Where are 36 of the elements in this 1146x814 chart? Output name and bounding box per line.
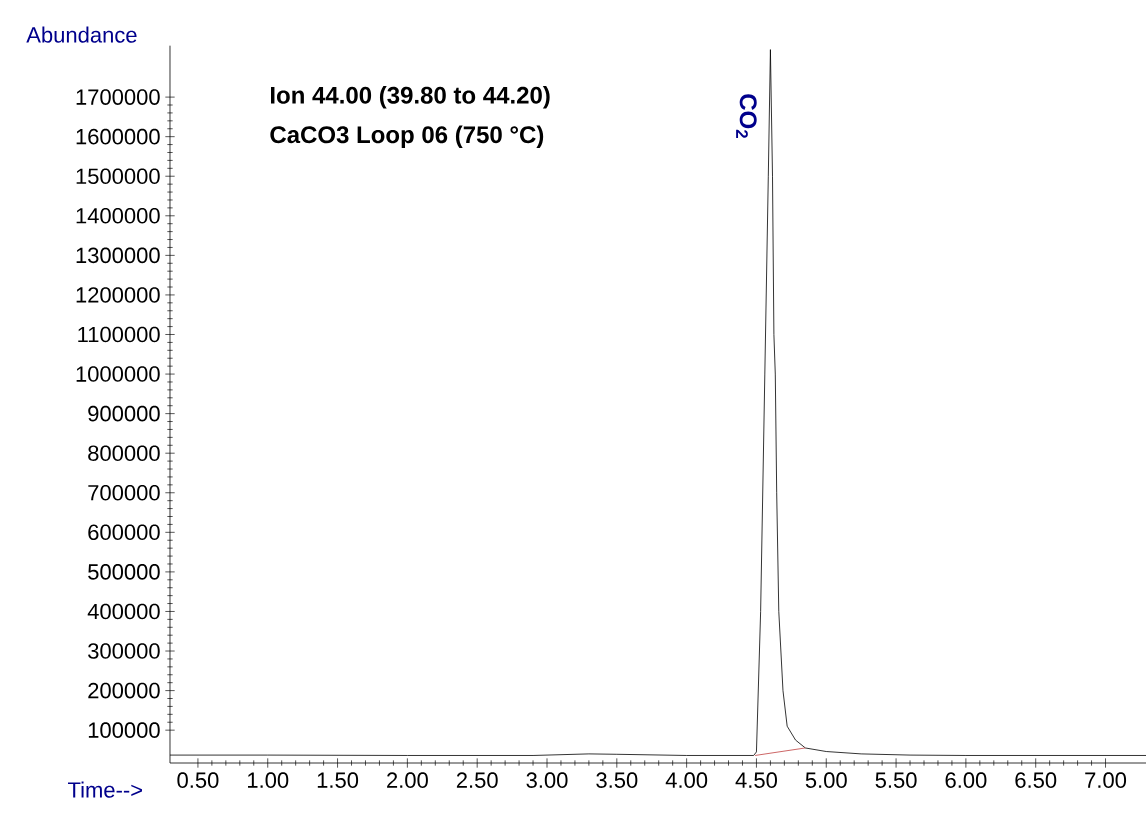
x-tick-label: 6.00 bbox=[945, 772, 987, 788]
y-tick-label: 1000000 bbox=[76, 366, 160, 382]
y-tick-label: 1100000 bbox=[78, 326, 160, 343]
x-tick-label: 2.00 bbox=[387, 772, 428, 788]
y-tick-label: 1700000 bbox=[76, 89, 160, 105]
y-tick-label: 500000 bbox=[88, 564, 160, 580]
y-tick-label: 1300000 bbox=[76, 247, 160, 264]
annotation: Ion 44.00 (39.80 to 44.20) bbox=[270, 86, 550, 109]
y-tick-label: 1400000 bbox=[76, 208, 160, 224]
x-tick-label: 0.50 bbox=[177, 772, 219, 788]
x-tick-label: 4.50 bbox=[735, 772, 777, 788]
annotation: CO$_{2}$ bbox=[736, 94, 757, 138]
y-tick-label: 1500000 bbox=[76, 168, 160, 185]
x-tick-label: 5.00 bbox=[805, 772, 847, 788]
y-tick-label: 900000 bbox=[88, 405, 160, 422]
x-tick-label: 7.00 bbox=[1085, 772, 1127, 788]
x-tick-label: 1.00 bbox=[248, 772, 289, 788]
x-tick-label: 2.50 bbox=[456, 772, 498, 788]
y-tick-label: 600000 bbox=[88, 524, 160, 541]
y-tick-label: 300000 bbox=[88, 643, 160, 659]
y-tick-label: 100000 bbox=[88, 722, 160, 738]
x-tick-label: 5.50 bbox=[875, 772, 917, 788]
x-tick-label: 3.50 bbox=[596, 772, 638, 788]
annotation: CaCO3 Loop 06 (750 °C) bbox=[270, 125, 544, 148]
y-tick-label: 1200000 bbox=[76, 287, 160, 303]
y-tick-label: 800000 bbox=[88, 445, 160, 461]
y-axis-title: Abundance bbox=[26, 26, 137, 43]
y-tick-label: 700000 bbox=[88, 484, 160, 501]
x-axis-title: Time--> bbox=[68, 781, 142, 798]
x-tick-label: 4.00 bbox=[665, 772, 708, 788]
x-tick-label: 1.50 bbox=[317, 772, 359, 788]
y-tick-label: 400000 bbox=[87, 603, 160, 620]
x-tick-label: 3.00 bbox=[526, 772, 568, 788]
y-tick-label: 200000 bbox=[88, 682, 160, 699]
x-tick-label: 6.50 bbox=[1015, 772, 1057, 788]
y-tick-label: 1600000 bbox=[76, 128, 160, 145]
